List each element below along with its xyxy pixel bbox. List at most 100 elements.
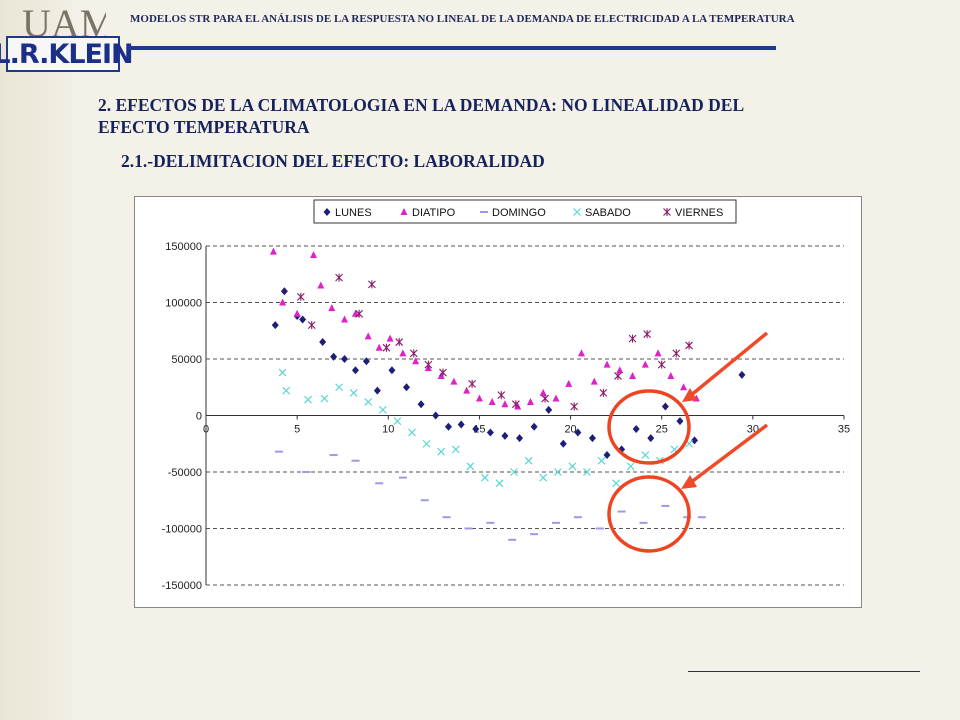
point-viernes xyxy=(672,349,681,358)
point-lunes xyxy=(373,386,381,395)
scatter-chart: 150000 100000 50000 0 -50000 -100000 -150000 0 5… xyxy=(134,196,862,608)
uam-logo-text: UAM xyxy=(22,2,106,42)
point-diatipo xyxy=(293,309,301,317)
point-sabado xyxy=(320,394,329,403)
y-tick-label: -100000 xyxy=(162,524,202,536)
point-viernes xyxy=(511,400,520,409)
point-diatipo xyxy=(526,397,534,405)
legend-marker-viernes xyxy=(663,208,671,216)
slide-subtitle: 2.1.-DELIMITACION DEL EFECTO: LABORALIDA… xyxy=(121,151,545,171)
point-viernes xyxy=(335,273,343,282)
point-viernes xyxy=(614,371,622,380)
legend-label-domingo: DOMINGO xyxy=(492,207,546,219)
point-lunes xyxy=(271,321,279,330)
point-lunes xyxy=(444,422,452,431)
point-lunes xyxy=(457,420,465,429)
point-diatipo xyxy=(279,298,287,306)
y-tick-label: 150000 xyxy=(165,241,202,253)
point-lunes xyxy=(574,428,582,437)
point-lunes xyxy=(299,315,307,324)
point-lunes xyxy=(319,338,327,347)
point-lunes xyxy=(647,434,655,443)
point-diatipo xyxy=(654,349,662,357)
point-viernes xyxy=(643,330,652,339)
point-sabado xyxy=(583,468,591,476)
point-lunes xyxy=(738,370,746,379)
point-sabado xyxy=(408,428,416,437)
point-diatipo xyxy=(641,360,649,368)
point-viernes xyxy=(628,334,637,343)
header-rule xyxy=(128,46,776,50)
point-lunes xyxy=(618,445,626,454)
x-tick-label: 30 xyxy=(747,424,759,436)
point-lunes xyxy=(632,425,640,434)
point-viernes xyxy=(355,309,364,318)
point-sabado xyxy=(539,473,548,482)
point-viernes xyxy=(570,402,579,411)
point-sabado xyxy=(655,456,664,465)
point-lunes xyxy=(280,287,288,296)
legend-marker-lunes xyxy=(323,208,331,216)
point-sabado xyxy=(641,451,650,459)
point-sabado xyxy=(597,456,606,465)
point-lunes xyxy=(388,366,396,375)
point-diatipo xyxy=(364,332,372,340)
point-lunes xyxy=(417,400,425,409)
point-diatipo xyxy=(450,377,458,385)
y-tick-label: -50000 xyxy=(168,467,202,479)
point-diatipo xyxy=(328,304,336,312)
legend-marker-diatipo xyxy=(400,208,408,215)
point-lunes xyxy=(351,366,359,375)
y-tick-label: -150000 xyxy=(162,580,202,592)
point-lunes xyxy=(501,431,509,440)
point-lunes xyxy=(530,422,538,431)
uam-logo: UAM xyxy=(22,2,106,42)
point-viernes xyxy=(599,388,608,397)
legend-box xyxy=(313,199,737,224)
point-diatipo xyxy=(692,394,700,402)
point-sabado xyxy=(364,398,373,406)
point-sabado xyxy=(335,383,343,392)
point-diatipo xyxy=(565,379,573,387)
legend-label-viernes: VIERNES xyxy=(675,207,723,219)
point-diatipo xyxy=(437,371,445,379)
point-sabado xyxy=(349,388,358,397)
point-viernes xyxy=(657,360,666,369)
side-band xyxy=(0,0,72,720)
point-lunes xyxy=(403,383,411,392)
x-tick-label: 5 xyxy=(294,424,300,436)
legend-label-lunes: LUNES xyxy=(335,207,372,219)
x-tick-label: 0 xyxy=(203,424,209,436)
point-diatipo xyxy=(463,386,471,394)
point-lunes xyxy=(432,411,440,420)
point-sabado xyxy=(685,439,693,448)
point-lunes xyxy=(486,428,494,437)
chart-canvas: 150000 100000 50000 0 -50000 -100000 -150000 0 5… xyxy=(162,199,850,592)
point-sabado xyxy=(553,468,562,476)
point-diatipo xyxy=(501,400,509,408)
point-diatipo xyxy=(310,251,318,259)
point-diatipo xyxy=(341,315,349,323)
point-diatipo xyxy=(475,394,483,402)
point-sabado xyxy=(304,395,313,404)
point-diatipo xyxy=(616,366,624,374)
y-tick-label: 0 xyxy=(196,411,202,423)
point-diatipo xyxy=(552,394,560,402)
point-viernes xyxy=(367,280,376,289)
point-sabado xyxy=(495,479,504,488)
point-diatipo xyxy=(680,383,688,391)
point-diatipo xyxy=(539,388,547,396)
point-sabado xyxy=(378,405,387,414)
point-sabado xyxy=(568,462,577,471)
point-sabado xyxy=(524,456,533,465)
point-viernes xyxy=(382,343,391,352)
point-sabado xyxy=(437,447,446,456)
point-viernes xyxy=(409,349,418,358)
point-lunes xyxy=(661,402,669,411)
point-diatipo xyxy=(667,371,675,379)
y-tick-label: 50000 xyxy=(171,354,202,366)
point-diatipo xyxy=(590,377,598,385)
point-viernes xyxy=(307,321,316,330)
point-lunes xyxy=(676,417,684,426)
slide-title: 2. EFECTOS DE LA CLIMATOLOGIA EN LA DEMA… xyxy=(98,95,744,137)
